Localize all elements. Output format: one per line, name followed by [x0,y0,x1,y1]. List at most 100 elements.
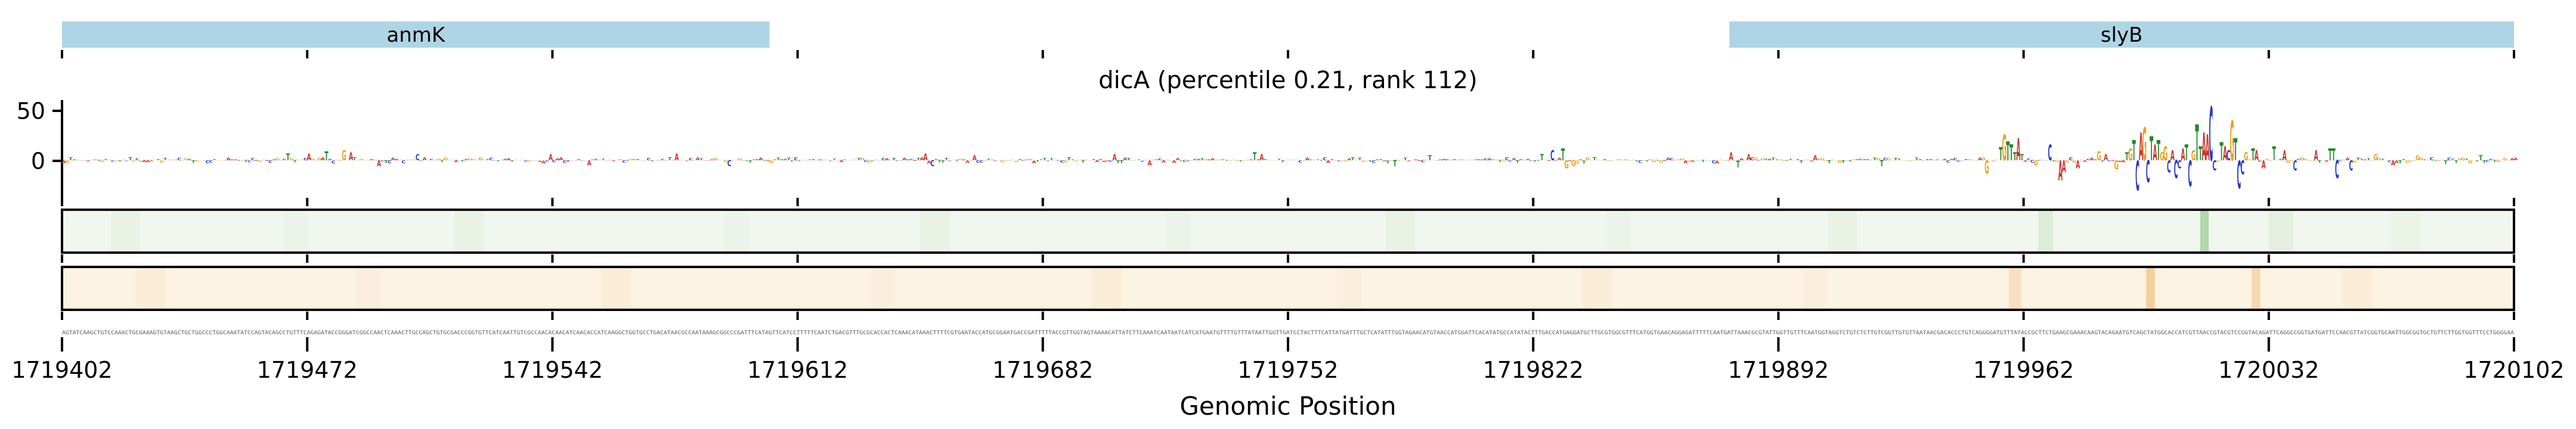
logo-letter: A [766,160,770,162]
logo-letter: G [471,159,476,161]
logo-letter: G [2436,160,2441,162]
logo-letter: T [1092,158,1096,160]
logo-letter: C [993,160,998,162]
logo-letter: G [958,158,963,161]
logo-letter: G [2408,160,2413,162]
logo-letter: T [2360,158,2364,161]
logo-letter: C [1603,159,1607,161]
logo-letter: T [1225,160,1229,161]
logo-letter: G [527,160,532,162]
logo-letter: T [1516,160,1520,164]
logo-letter: T [1796,159,1800,161]
logo-letter: G [2352,160,2357,164]
logo-letter: T [2318,160,2322,163]
logo-letter: G [219,160,224,161]
logo-letter: A [1690,160,1695,163]
logo-letter: T [1116,160,1120,164]
logo-letter: C [829,160,833,162]
logo-letter: T [2272,142,2276,165]
x-tick-label: 1719542 [502,357,603,383]
logo-letter: C [573,160,577,161]
logo-letter: T [286,152,290,163]
logo-letter: T [1473,160,1478,161]
logo-letter: T [2013,151,2017,164]
logo-letter: A [117,160,122,161]
logo-letter: T [1785,160,1789,161]
logo-letter: T [2051,160,2055,162]
logo-letter: A [391,157,395,161]
logo-letter: C [1060,160,1064,163]
logo-letter: C [1638,160,1642,164]
logo-letter: C [2030,160,2035,164]
track-green-stripe [1827,210,1857,253]
logo-letter: A [86,160,91,162]
logo-letter: C [223,160,227,161]
logo-letter: A [538,160,543,163]
logo-letter: C [563,160,567,164]
logo-letter: T [2479,154,2483,162]
logo-letter: A [1683,159,1688,164]
logo-letter: G [2310,160,2315,161]
logo-letter: T [2423,159,2427,160]
logo-letter: C [2412,160,2416,161]
logo-letter: C [135,157,140,161]
logo-letter: A [72,159,77,160]
logo-letter: T [1911,160,1915,161]
logo-letter: G [1760,158,1765,161]
logo-letter: C [622,160,626,164]
logo-letter: C [125,160,129,161]
logo-letter: A [1918,159,1923,161]
position-tick-rows [61,50,2515,320]
logo-letter: A [664,160,669,161]
logo-letter: G [1992,160,1996,162]
logo-letter: C [1866,158,1870,160]
x-axis: 1719402 1719472 1719542 1719612 1719682 17197… [11,337,2565,383]
logo-letter: A [1666,157,1670,161]
logo-letter: G [2503,157,2508,161]
logo-letter: G [132,160,137,162]
logo-letter: G [1876,157,1881,161]
track-green [61,209,2515,254]
logo-letter: T [804,160,809,161]
logo-letter: A [1739,158,1744,161]
logo-letter: G [723,160,728,163]
logo-letter: A [906,160,911,161]
logo-letter: T [2356,157,2360,161]
logo-letter: G [1778,159,1783,160]
logo-letter: T [1320,160,1324,161]
logo-letter: G [2321,160,2326,161]
logo-letter: C [552,160,556,163]
logo-letter: T [1302,160,1306,161]
logo-letter: G [1063,160,1068,163]
logo-letter: G [867,160,872,163]
logo-letter: C [2048,141,2052,166]
logo-letter: G [1680,158,1685,161]
logo-letter: G [468,158,473,161]
track-green-stripe [1165,210,1190,253]
logo-letter: C [1421,160,1425,163]
logo-letter: C [545,160,549,163]
logo-letter: T [191,160,196,164]
track-green-stripe [1386,210,1416,253]
logo-letter: C [1530,160,1534,162]
logo-letter: T [1386,159,1390,164]
track-beige-stripe [135,267,165,310]
logo-letter: T [1281,160,1284,163]
logo-letter: G [1599,160,1604,161]
logo-letter: C [465,158,469,161]
logo-letter: T [745,160,749,161]
logo-letter: G [654,160,658,161]
logo-letter: G [1270,160,1275,161]
logo-letter: T [2454,160,2459,164]
logo-letter: A [541,159,546,164]
logo-letter: T [2150,130,2153,169]
logo-letter: T [1964,159,1968,161]
logo-letter: G [2377,157,2382,161]
logo-letter: T [1368,160,1373,163]
logo-letter: A [2104,153,2109,162]
track-green-stripe [283,210,308,253]
logo-letter: T [2451,158,2455,161]
logo-letter: G [138,160,143,163]
logo-letter: G [2457,158,2462,161]
